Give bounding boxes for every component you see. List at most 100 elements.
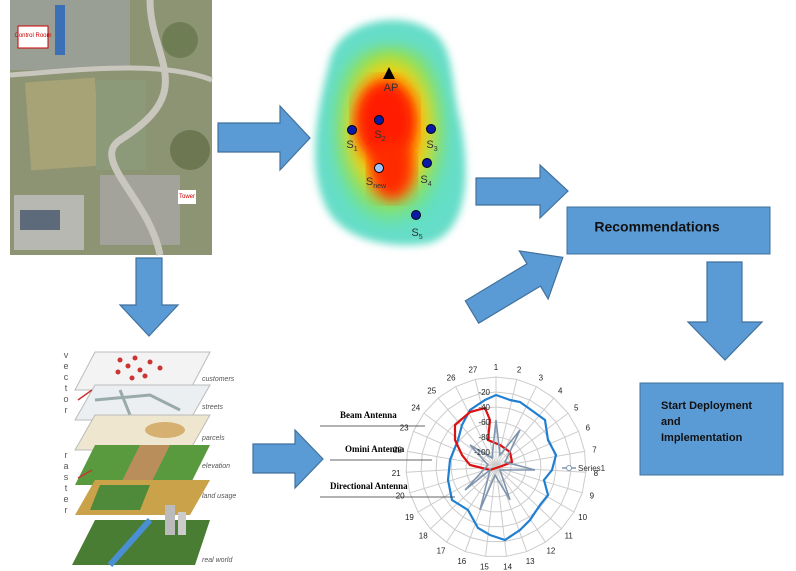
spoke-label: 3 — [539, 374, 544, 383]
radar-spoke — [495, 466, 507, 557]
radar-spoke — [430, 466, 497, 530]
customer-dot — [129, 375, 135, 381]
station-label: S1 — [346, 139, 357, 153]
radar-spoke — [495, 466, 528, 552]
deployment-label: Start Deployment — [661, 400, 752, 412]
station-main: S — [346, 139, 353, 151]
radar-series-line — [453, 406, 514, 472]
antenna-label: Directional Antenna — [330, 481, 408, 491]
spoke-label: 20 — [396, 492, 405, 501]
station-main: S — [366, 176, 373, 188]
deployment-box — [639, 382, 784, 476]
customer-dot — [117, 357, 123, 363]
layer-label: customers — [202, 376, 235, 383]
radar-spoke — [423, 412, 497, 468]
spoke-label: 22 — [393, 446, 402, 455]
station-main: S — [426, 139, 433, 151]
antenna-label: Omini Antenna — [345, 444, 405, 454]
spoke-label: 1 — [494, 363, 499, 372]
customer-dot — [147, 359, 153, 365]
layer-label: streets — [202, 404, 224, 411]
customer-dot — [142, 373, 148, 379]
spoke-label: 6 — [586, 423, 591, 432]
station-label: Snew — [366, 176, 387, 190]
spoke-label: 4 — [558, 386, 563, 395]
radar-spoke — [495, 466, 575, 513]
station-sub: 2 — [382, 136, 386, 143]
radar-ring — [465, 436, 527, 498]
ring-label: -80 — [478, 433, 490, 442]
station-label: S4 — [420, 174, 431, 188]
spoke-label: 24 — [411, 403, 420, 412]
customer-dot — [157, 365, 163, 371]
spoke-label: 17 — [437, 547, 446, 556]
recommendations-box — [566, 206, 771, 255]
radar-spoke — [417, 466, 497, 513]
layer-label: real world — [202, 557, 233, 564]
station-dot — [426, 124, 436, 134]
radar-spoke — [455, 386, 497, 468]
spoke-label: 9 — [590, 492, 595, 501]
station-sub: 4 — [428, 181, 432, 188]
station-main: S — [420, 174, 427, 186]
radar-spoke — [495, 412, 569, 468]
spoke-label: 27 — [468, 366, 477, 375]
legend-label: Series1 — [578, 464, 606, 473]
spoke-label: 10 — [578, 513, 587, 522]
spoke-label: 14 — [503, 562, 512, 571]
spoke-label: 7 — [592, 446, 597, 455]
spoke-label: 8 — [594, 469, 599, 478]
radar-series-line — [446, 393, 558, 542]
layer-label: elevation — [202, 463, 230, 470]
station-dot — [411, 210, 421, 220]
ring-label: -20 — [478, 388, 490, 397]
deployment-label: and — [661, 416, 681, 428]
spoke-label: 15 — [480, 562, 489, 571]
customer-dot — [125, 363, 131, 369]
spoke-label: 13 — [526, 557, 535, 566]
layer-label: land usage — [202, 493, 236, 500]
radar-spoke — [495, 430, 579, 468]
ap-label: AP — [384, 82, 399, 94]
gis-layers — [72, 351, 211, 567]
station-sub: new — [373, 183, 387, 190]
radar-spoke — [495, 450, 585, 468]
spoke-label: 18 — [419, 532, 428, 541]
spoke-label: 12 — [546, 547, 555, 556]
radar-spoke — [495, 466, 546, 543]
radar-spoke — [495, 466, 586, 473]
spoke-label: 26 — [447, 374, 456, 383]
radar-ring — [405, 376, 587, 557]
station-sub: 5 — [419, 234, 423, 241]
radar-spoke — [407, 450, 497, 468]
spoke-label: 16 — [457, 557, 466, 566]
spoke-label: 23 — [400, 423, 409, 432]
spoke-label: 11 — [565, 532, 574, 541]
antenna-label: Beam Antenna — [340, 410, 397, 420]
arrows — [118, 104, 764, 490]
ring-label: -40 — [478, 403, 490, 412]
station-main: S — [411, 227, 418, 239]
radar-spoke — [495, 397, 555, 468]
station-main: S — [374, 129, 381, 141]
radar-spoke — [485, 466, 497, 557]
station-dot — [374, 163, 384, 173]
radar-spoke — [495, 466, 562, 530]
spoke-label: 2 — [517, 366, 522, 375]
station-label: S3 — [426, 139, 437, 153]
legend-marker — [566, 465, 572, 471]
spoke-label: 5 — [574, 403, 579, 412]
radar-spoke — [495, 386, 537, 468]
ring-label: -100 — [474, 448, 491, 457]
station-label: S5 — [411, 227, 422, 241]
spoke-label: 21 — [392, 469, 401, 478]
tower-label: Tower — [179, 194, 195, 200]
recommendations-label: Recommendations — [594, 219, 719, 235]
spoke-label: 25 — [427, 386, 436, 395]
radar-ring — [420, 391, 572, 542]
station-dot — [374, 115, 384, 125]
deployment-label: Implementation — [661, 432, 743, 444]
